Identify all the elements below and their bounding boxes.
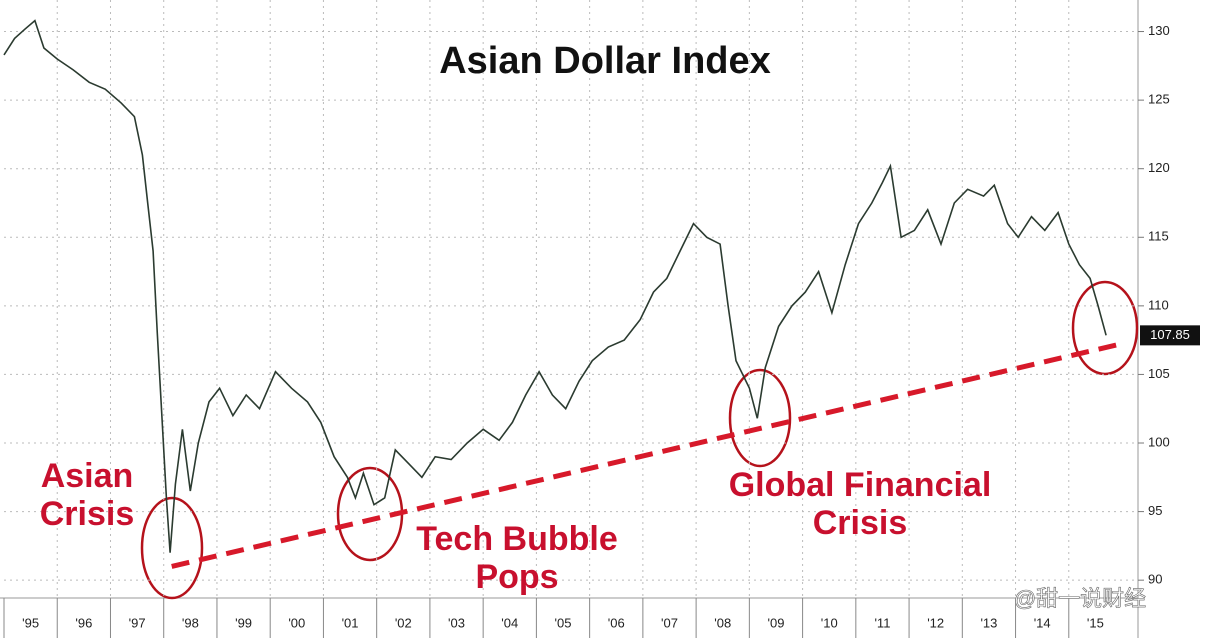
annotation: Global Financial	[729, 466, 992, 504]
annotation: Tech Bubble	[416, 520, 618, 558]
x-tick-label: '98	[182, 615, 199, 630]
x-tick-label: '04	[501, 615, 518, 630]
annotation: Crisis	[40, 495, 135, 533]
x-tick-label: '13	[980, 615, 997, 630]
annotation: Crisis	[813, 504, 908, 542]
x-tick-label: '01	[342, 615, 359, 630]
x-tick-label: '06	[608, 615, 625, 630]
y-tick-label: 100	[1148, 434, 1170, 449]
y-tick-label: 95	[1148, 503, 1162, 518]
y-tick-label: 105	[1148, 366, 1170, 381]
trendline	[171, 341, 1120, 569]
y-tick-label: 120	[1148, 160, 1170, 175]
x-tick-label: '05	[555, 615, 572, 630]
event-circle	[1071, 280, 1139, 376]
x-tick-label: '03	[448, 615, 465, 630]
x-tick-label: '10	[821, 615, 838, 630]
x-tick-label: '12	[927, 615, 944, 630]
y-tick-label: 110	[1148, 297, 1169, 312]
y-tick-label: 125	[1148, 92, 1170, 107]
x-tick-label: '09	[767, 615, 784, 630]
annotation: Pops	[475, 558, 558, 596]
event-circle	[728, 368, 792, 468]
x-tick-label: '97	[129, 615, 146, 630]
x-tick-label: '00	[288, 615, 305, 630]
chart-title: Asian Dollar Index	[439, 40, 771, 82]
x-tick-label: '08	[714, 615, 731, 630]
x-tick-label: '99	[235, 615, 252, 630]
x-tick-label: '96	[75, 615, 92, 630]
x-tick-label: '15	[1087, 615, 1104, 630]
last-value-box	[1140, 325, 1200, 346]
last-value-label: 107.85	[1150, 327, 1190, 342]
y-tick-label: 130	[1148, 23, 1170, 38]
annotation: Asian	[41, 457, 134, 495]
x-tick-label: '07	[661, 615, 678, 630]
x-tick-label: '95	[22, 615, 39, 630]
x-tick-label: '11	[874, 615, 890, 630]
series-line	[3, 19, 1107, 553]
x-tick-label: '02	[395, 615, 412, 630]
y-tick-label: 90	[1148, 572, 1162, 587]
y-tick-label: 115	[1148, 229, 1169, 244]
x-tick-label: '14	[1034, 615, 1051, 630]
event-circle	[140, 496, 204, 600]
watermark: @甜一说财经	[1014, 586, 1146, 611]
